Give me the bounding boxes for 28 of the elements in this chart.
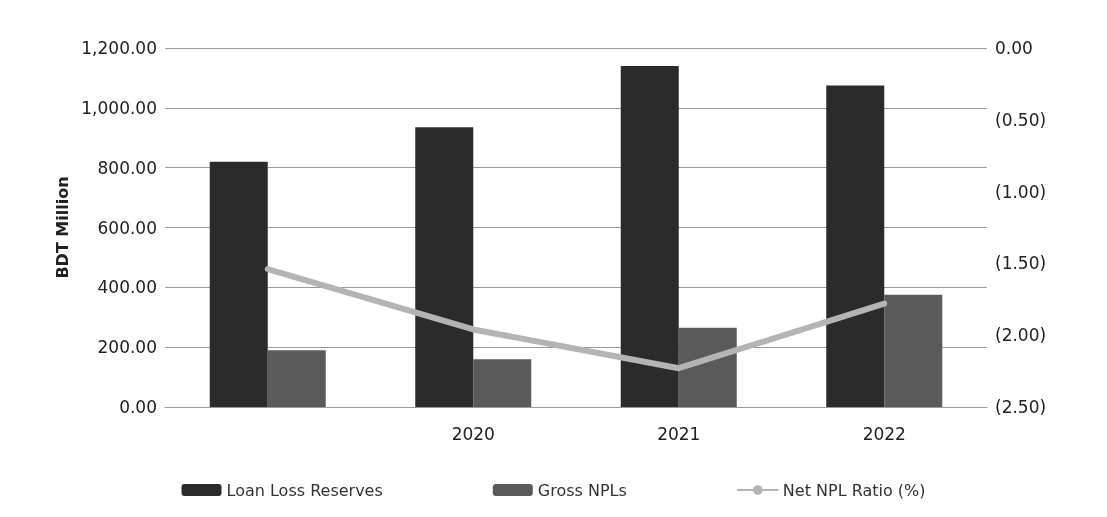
y2-tick-label: (1.50)	[995, 253, 1047, 274]
legend-label: Loan Loss Reserves	[226, 480, 383, 500]
y-tick-label: 0.00	[119, 397, 157, 417]
bar	[415, 127, 474, 407]
legend-label: Gross NPLs	[537, 480, 627, 500]
y-axis-title: BDT Million	[52, 176, 72, 279]
y2-tick-label: 0.00	[995, 38, 1033, 58]
bar	[620, 65, 679, 407]
y2-tick-label: (1.00)	[995, 181, 1047, 202]
x-tick-label: 2022	[862, 423, 906, 444]
x-tick-label: 2020	[451, 423, 495, 444]
x-tick-label: 2021	[657, 423, 701, 444]
y-tick-label: 1,000.00	[81, 97, 157, 118]
bar	[826, 85, 885, 407]
bar	[473, 359, 532, 407]
bar	[209, 161, 268, 407]
y-tick-label: 800.00	[97, 157, 157, 178]
bar	[678, 327, 737, 407]
legend-label: Net NPL Ratio (%)	[782, 480, 926, 500]
y2-tick-label: (2.50)	[995, 397, 1047, 417]
y-tick-label: 400.00	[97, 277, 157, 298]
y-tick-label: 1,200.00	[81, 38, 157, 58]
y-tick-label: 600.00	[97, 217, 157, 238]
y-tick-label: 200.00	[97, 337, 157, 358]
y2-tick-label: (0.50)	[995, 109, 1047, 130]
y2-tick-label: (2.00)	[995, 325, 1047, 346]
bar	[267, 350, 326, 407]
bar	[884, 294, 943, 407]
